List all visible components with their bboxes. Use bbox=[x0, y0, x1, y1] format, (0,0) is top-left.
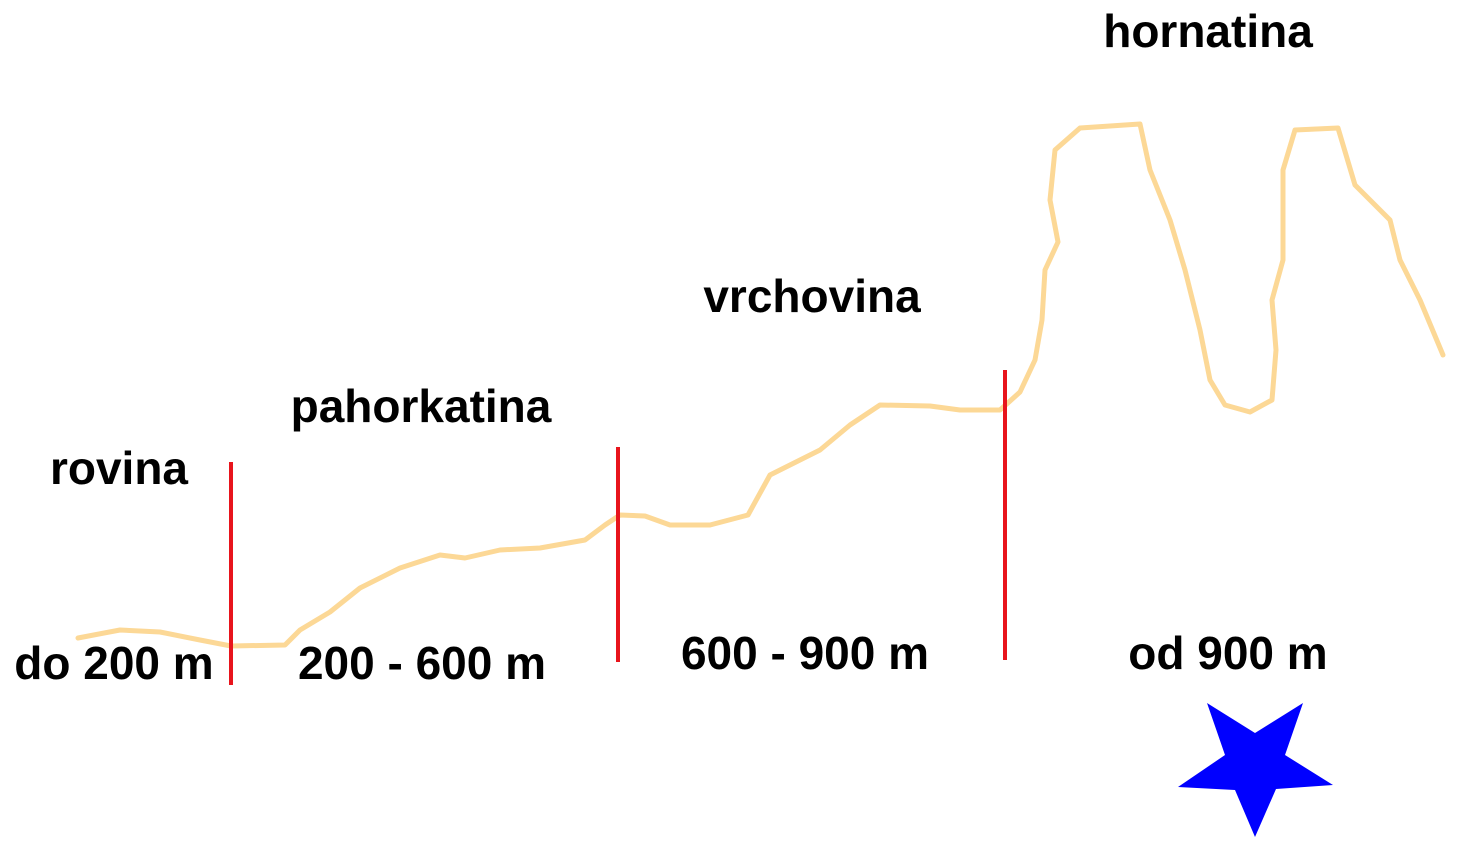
zone-name: rovina bbox=[50, 442, 188, 494]
zone-range: do 200 m bbox=[14, 637, 213, 689]
zone-range: od 900 m bbox=[1128, 627, 1327, 679]
zone-name: pahorkatina bbox=[291, 380, 552, 432]
zone-name: hornatina bbox=[1103, 5, 1313, 57]
zone-range: 200 - 600 m bbox=[298, 637, 546, 689]
terrain-profile bbox=[75, 121, 1446, 649]
star bbox=[1178, 703, 1333, 837]
zone-range: 600 - 900 m bbox=[681, 627, 929, 679]
zone-name: vrchovina bbox=[703, 270, 921, 322]
